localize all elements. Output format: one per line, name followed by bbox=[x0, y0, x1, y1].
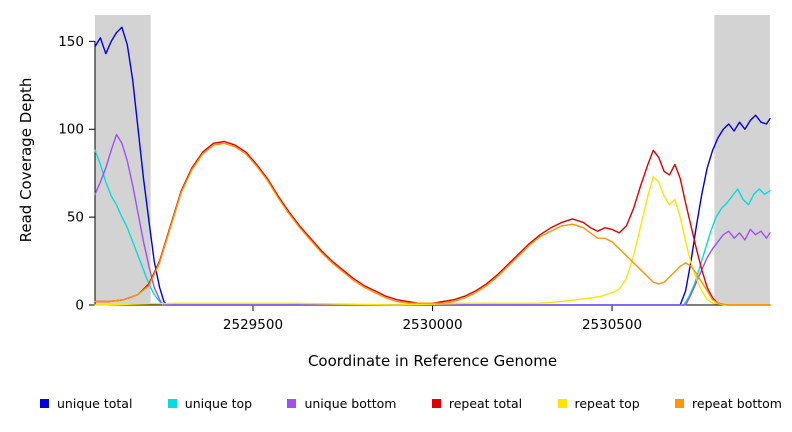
legend-item: unique bottom bbox=[287, 396, 397, 411]
series-line-repeat-top bbox=[94, 175, 771, 306]
chart-legend: unique total unique top unique bottom repea… bbox=[40, 396, 782, 411]
legend-swatch-icon bbox=[40, 399, 49, 408]
shaded-region bbox=[95, 15, 151, 305]
legend-label: unique total bbox=[57, 396, 133, 411]
legend-label: repeat total bbox=[448, 396, 523, 411]
legend-swatch-icon bbox=[675, 399, 685, 408]
y-axis-label: Read Coverage Depth bbox=[17, 77, 35, 243]
y-tick-label: 150 bbox=[58, 34, 84, 50]
x-tick-label: 2530000 bbox=[402, 317, 462, 333]
series-line-unique-bottom bbox=[94, 133, 771, 306]
legend-label: repeat bottom bbox=[692, 396, 782, 411]
legend-item: repeat bottom bbox=[675, 396, 782, 411]
y-tick-label: 0 bbox=[75, 298, 84, 314]
y-tick-label: 100 bbox=[58, 122, 84, 138]
series-line-unique-total bbox=[94, 26, 771, 306]
shaded-region bbox=[714, 15, 770, 305]
legend-item: unique top bbox=[167, 396, 253, 411]
series-line-repeat-total bbox=[94, 140, 771, 306]
x-tick-label: 2529500 bbox=[223, 317, 283, 333]
y-tick-label: 50 bbox=[67, 210, 84, 226]
legend-item: repeat total bbox=[431, 396, 523, 411]
legend-swatch-icon bbox=[557, 399, 567, 408]
series-line-repeat-bottom bbox=[94, 142, 771, 306]
legend-swatch-icon bbox=[431, 399, 441, 408]
legend-swatch-icon bbox=[287, 399, 297, 408]
x-tick-label: 2530500 bbox=[582, 317, 642, 333]
legend-item: repeat top bbox=[557, 396, 640, 411]
legend-swatch-icon bbox=[167, 399, 177, 408]
legend-label: unique top bbox=[184, 396, 253, 411]
legend-label: repeat top bbox=[574, 396, 640, 411]
x-axis-label: Coordinate in Reference Genome bbox=[307, 352, 558, 370]
legend-label: unique bottom bbox=[304, 396, 397, 411]
coverage-plot: 2529500 2530000 2530500 0 50 100 150 bbox=[58, 15, 771, 333]
series-line-unique-top bbox=[94, 149, 771, 306]
legend-item: unique total bbox=[40, 396, 132, 411]
